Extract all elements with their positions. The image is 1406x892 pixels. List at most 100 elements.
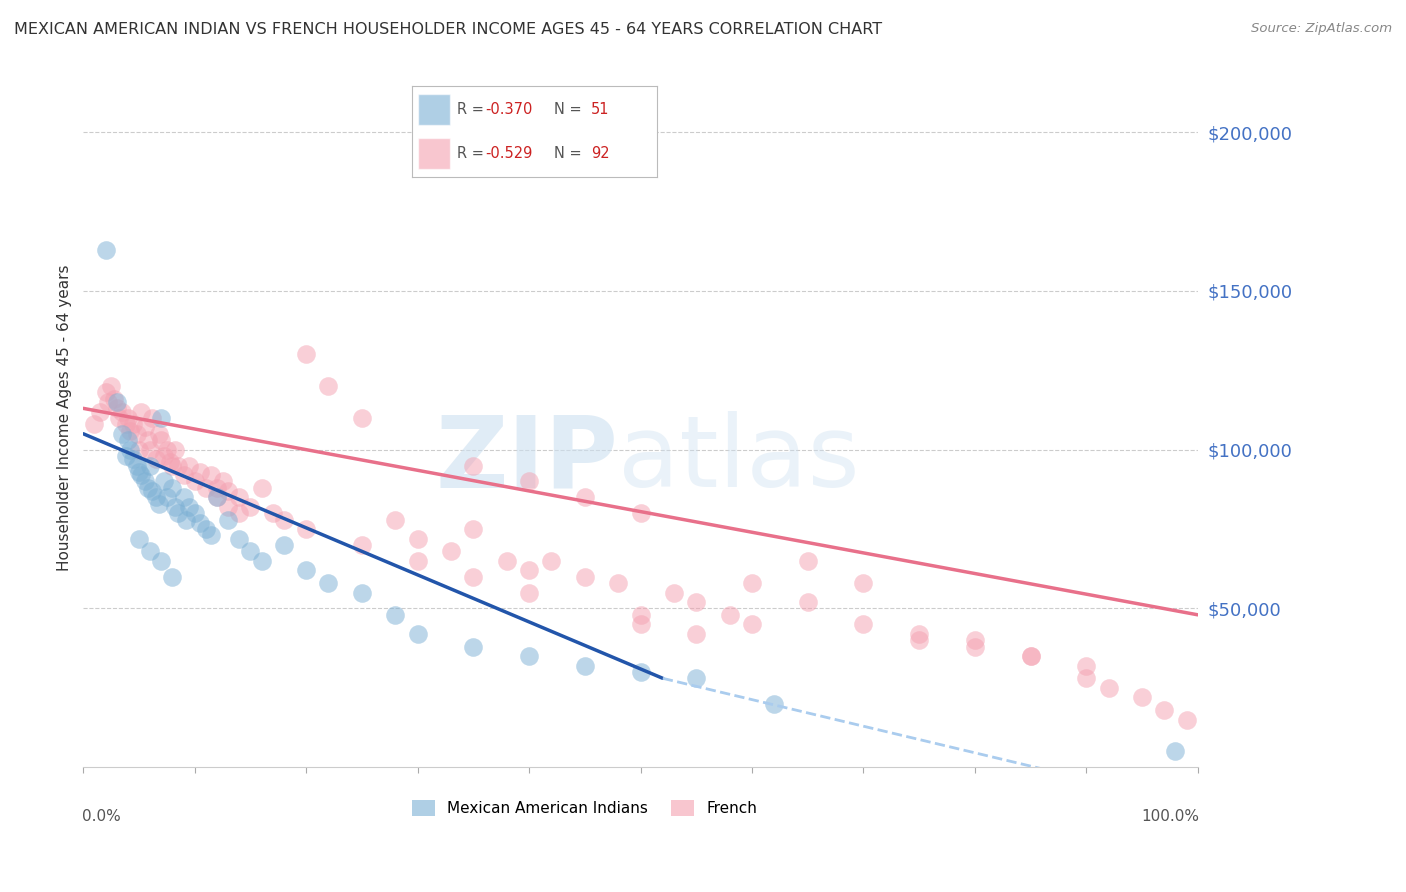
Point (250, 554, 273, 568)
Point (173, 491, 195, 505)
Point (162, 481, 184, 495)
Point (718, 607, 741, 622)
Point (517, 649, 540, 664)
Point (630, 607, 652, 622)
Point (200, 528, 222, 542)
Point (139, 544, 162, 558)
Point (350, 410, 373, 425)
Point (145, 452, 167, 467)
Point (150, 554, 173, 568)
Point (194, 522, 217, 536)
Point (150, 433, 173, 447)
Point (128, 442, 150, 457)
Point (228, 506, 250, 520)
Text: 100.0%: 100.0% (1140, 809, 1199, 824)
Point (630, 617, 652, 632)
Point (495, 554, 517, 568)
Point (1076, 658, 1098, 673)
Point (134, 420, 156, 434)
Point (463, 640, 485, 654)
Point (94, 385, 117, 400)
Point (239, 500, 262, 514)
Point (796, 595, 818, 609)
Point (174, 512, 197, 526)
Point (205, 491, 228, 505)
Point (741, 576, 763, 591)
Point (163, 442, 186, 457)
Text: MEXICAN AMERICAN INDIAN VS FRENCH HOUSEHOLDER INCOME AGES 45 - 64 YEARS CORRELAT: MEXICAN AMERICAN INDIAN VS FRENCH HOUSEH… (14, 22, 882, 37)
Point (94, 243, 117, 257)
Point (384, 607, 406, 622)
Point (83, 417, 105, 432)
Point (630, 506, 652, 520)
Point (228, 532, 250, 546)
Point (139, 442, 162, 457)
Point (167, 506, 190, 520)
Point (117, 410, 139, 425)
Y-axis label: Householder Income Ages 45 - 64 years: Householder Income Ages 45 - 64 years (58, 265, 72, 571)
Point (262, 506, 284, 520)
Point (179, 458, 201, 473)
Point (97, 395, 120, 409)
Point (763, 697, 786, 711)
Point (108, 410, 131, 425)
Point (318, 379, 340, 393)
Point (574, 658, 596, 673)
Point (852, 576, 875, 591)
Point (685, 627, 707, 641)
Point (117, 433, 139, 447)
Point (128, 532, 150, 546)
Point (128, 465, 150, 479)
Point (273, 512, 295, 526)
Point (122, 417, 145, 432)
Point (574, 491, 596, 505)
Point (517, 585, 540, 599)
Point (574, 570, 596, 584)
Point (295, 563, 318, 577)
Point (273, 538, 295, 552)
Point (145, 491, 167, 505)
Point (908, 633, 931, 648)
Point (120, 424, 142, 438)
Point (463, 570, 485, 584)
Point (295, 347, 318, 361)
Point (125, 426, 148, 441)
Point (105, 395, 128, 409)
Point (1076, 671, 1098, 685)
Point (136, 433, 159, 447)
Point (129, 404, 152, 418)
Point (1175, 713, 1198, 727)
Point (685, 671, 707, 685)
Point (463, 522, 485, 536)
Point (796, 554, 818, 568)
Legend: Mexican American Indians, French: Mexican American Indians, French (406, 794, 763, 822)
Point (156, 442, 179, 457)
Point (217, 500, 239, 514)
Point (741, 617, 763, 632)
Point (89, 404, 111, 418)
Point (111, 404, 134, 418)
Point (963, 633, 986, 648)
Point (685, 595, 707, 609)
Point (114, 449, 136, 463)
Point (141, 410, 163, 425)
Point (188, 465, 211, 479)
Point (105, 401, 128, 416)
Point (205, 491, 228, 505)
Point (100, 379, 122, 393)
Point (159, 455, 181, 469)
Point (440, 544, 463, 558)
Point (517, 563, 540, 577)
Point (141, 483, 163, 498)
Point (239, 544, 262, 558)
Point (662, 585, 685, 599)
Point (173, 468, 195, 483)
Point (908, 627, 931, 641)
Point (1130, 690, 1153, 705)
Point (205, 481, 228, 495)
Point (1164, 744, 1187, 758)
Point (250, 481, 273, 495)
Point (167, 458, 190, 473)
Point (211, 475, 233, 489)
Point (122, 452, 145, 467)
